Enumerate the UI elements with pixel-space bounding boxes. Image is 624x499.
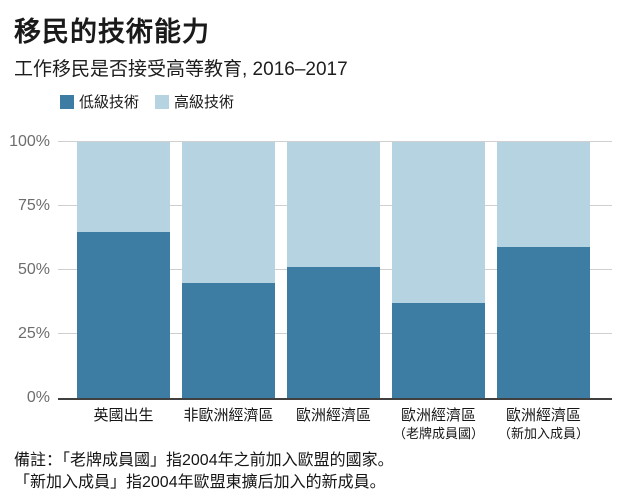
category-label-1: 英國出生: [93, 407, 154, 424]
y-axis-label-25: 25%: [17, 325, 50, 342]
legend-label-low-skill: 低級技術: [79, 94, 140, 111]
bar-segment-high-skill: [77, 142, 170, 232]
stacked-bar-2: [182, 142, 275, 398]
stacked-bar-4: [392, 142, 485, 398]
gridline-100: [58, 141, 612, 142]
legend-label-high-skill: 高級技術: [174, 94, 235, 111]
plot-area: 0% 25% 50% 75% 100%: [9, 133, 612, 406]
chart-legend: 低級技術 高級技術: [60, 91, 624, 112]
stacked-bar-1: [77, 142, 170, 398]
y-axis-label-100: 100%: [9, 133, 50, 150]
footnote-line-2: 「新加入成員」指2004年歐盟東擴后加入的新成員。: [14, 474, 386, 492]
bar-segment-high-skill: [287, 142, 380, 268]
bar-segment-low-skill: [182, 282, 275, 398]
legend-item-low-skill: 低級技術: [60, 91, 139, 112]
y-axis-label-0: 0%: [26, 389, 50, 406]
y-axis-label-75: 75%: [17, 197, 50, 214]
legend-swatch-low-skill: [60, 94, 74, 109]
x-axis-line: [58, 398, 612, 400]
category-label-4: 歐洲經濟區 （老牌成員國）: [392, 407, 485, 441]
bar-segment-high-skill: [497, 142, 590, 247]
bar-segment-high-skill: [182, 142, 275, 283]
page-title: 移民的技術能力: [14, 17, 210, 47]
bar-segment-low-skill: [497, 246, 590, 398]
category-label-3: 歐洲經濟區: [295, 407, 372, 424]
stacked-bar-5: [497, 142, 590, 398]
bars-container: [77, 142, 590, 398]
x-axis-category-labels: 英國出生 非歐洲經濟區 歐洲經濟區 歐洲經濟區 （老牌成員國） 歐洲經濟區 （新加入成員）: [58, 398, 612, 441]
stacked-bar-3: [287, 142, 380, 398]
legend-swatch-high-skill: [155, 94, 170, 109]
legend-item-high-skill: 高級技術: [155, 91, 234, 112]
bar-segment-low-skill: [77, 231, 170, 398]
bar-segment-high-skill: [392, 142, 485, 304]
category-label-2: 非歐洲經濟區: [183, 407, 274, 424]
chart-footnote: 備註：「老牌成員國」指2004年之前加入歐盟的國家。 「新加入成員」指2004年…: [14, 450, 610, 494]
y-axis-label-50: 50%: [17, 261, 50, 278]
bar-segment-low-skill: [287, 267, 380, 398]
chart-subtitle: 工作移民是否接受高等教育, 2016–2017: [14, 59, 348, 80]
footnote-line-1: 備註：「老牌成員國」指2004年之前加入歐盟的國家。: [14, 452, 394, 469]
bar-segment-low-skill: [392, 303, 485, 398]
category-label-5: 歐洲經濟區 （新加入成員）: [497, 407, 590, 441]
